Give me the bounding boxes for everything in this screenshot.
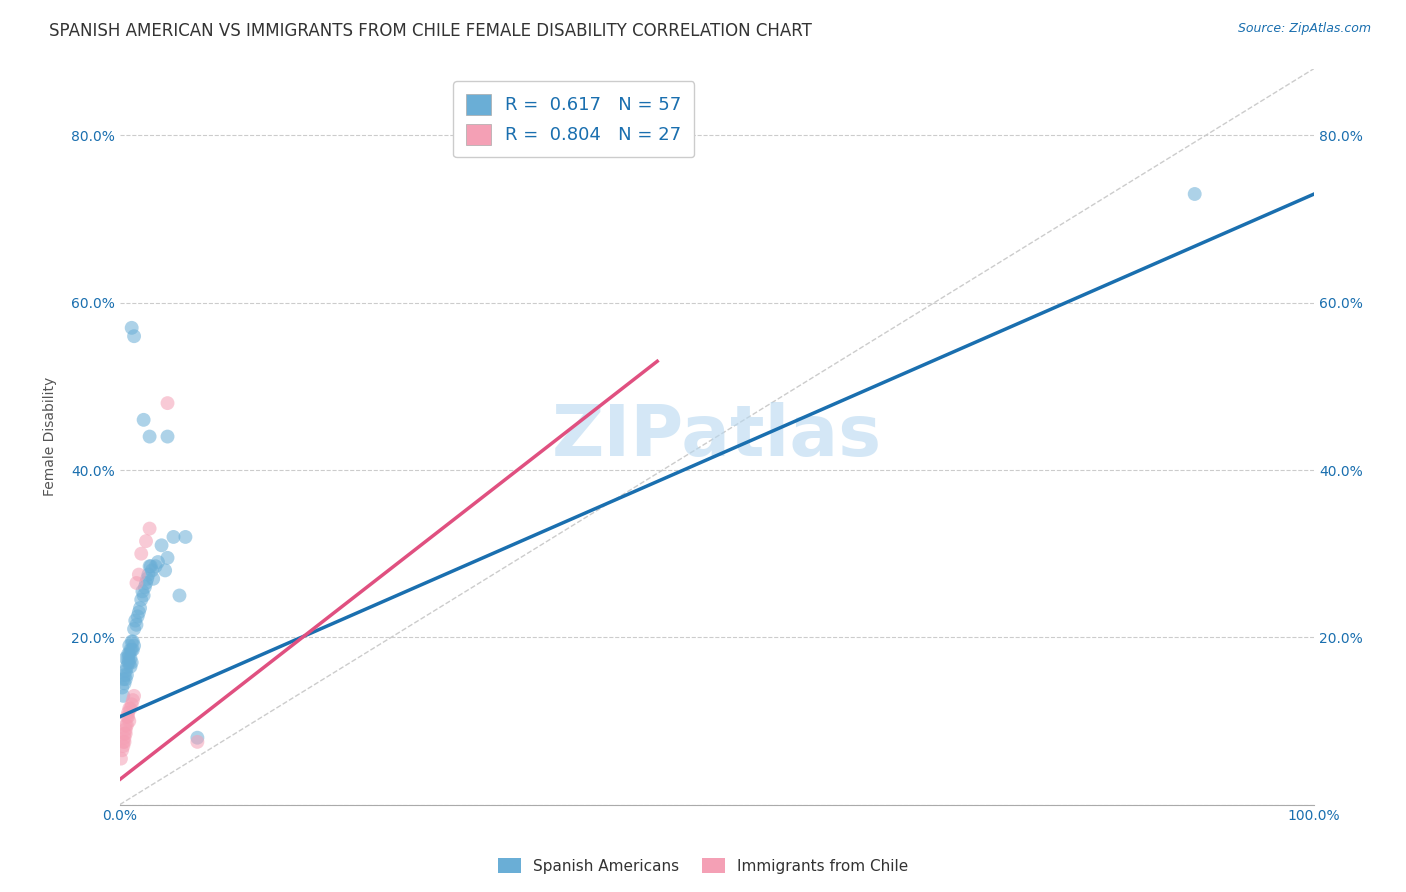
Point (114, 676, 136, 690)
Point (115, 659, 138, 673)
Point (117, 651, 139, 665)
Point (122, 643, 145, 657)
Point (111, 743, 134, 757)
Point (186, 731, 208, 745)
Point (111, 681, 134, 695)
Point (114, 718, 136, 732)
Point (156, 396, 179, 410)
Point (122, 622, 145, 636)
Text: SPANISH AMERICAN VS IMMIGRANTS FROM CHILE FEMALE DISABILITY CORRELATION CHART: SPANISH AMERICAN VS IMMIGRANTS FROM CHIL… (49, 22, 813, 40)
Point (110, 751, 132, 765)
Point (129, 592, 152, 607)
Legend: Spanish Americans, Immigrants from Chile: Spanish Americans, Immigrants from Chile (492, 852, 914, 880)
Point (118, 639, 141, 653)
Point (122, 689, 145, 703)
Point (131, 584, 153, 599)
Point (186, 735, 208, 749)
Point (121, 656, 143, 670)
Point (114, 731, 136, 745)
Point (1184, 186, 1206, 201)
Point (117, 647, 139, 661)
Point (121, 634, 143, 648)
Point (122, 693, 145, 707)
Point (128, 567, 150, 582)
Point (121, 321, 143, 335)
Point (115, 718, 138, 732)
Point (127, 609, 149, 624)
Point (118, 656, 141, 670)
Text: ZIPatlas: ZIPatlas (553, 402, 882, 471)
Point (141, 563, 163, 577)
Point (125, 576, 148, 591)
Point (112, 689, 135, 703)
Point (120, 659, 142, 673)
Point (122, 329, 145, 343)
Point (114, 723, 136, 737)
Point (112, 739, 135, 753)
Point (128, 605, 150, 619)
Point (112, 672, 135, 686)
Point (118, 701, 141, 715)
Point (153, 563, 176, 577)
Point (121, 643, 143, 657)
Point (135, 576, 157, 591)
Point (117, 710, 139, 724)
Point (114, 672, 136, 686)
Legend: R =  0.617   N = 57, R =  0.804   N = 27: R = 0.617 N = 57, R = 0.804 N = 27 (453, 81, 695, 157)
Point (162, 530, 184, 544)
Point (118, 714, 141, 728)
Point (115, 710, 138, 724)
Point (169, 589, 191, 603)
Point (122, 639, 145, 653)
Point (145, 559, 167, 574)
Point (136, 572, 159, 586)
Point (114, 651, 136, 665)
Point (115, 668, 138, 682)
Point (114, 726, 136, 740)
Point (142, 572, 165, 586)
Point (138, 559, 160, 574)
Point (125, 617, 148, 632)
Point (150, 538, 173, 552)
Point (120, 701, 142, 715)
Point (121, 698, 143, 712)
Point (138, 522, 160, 536)
Text: Source: ZipAtlas.com: Source: ZipAtlas.com (1237, 22, 1371, 36)
Point (156, 429, 179, 443)
Point (139, 559, 162, 574)
Point (138, 429, 160, 443)
Point (146, 555, 169, 569)
Point (156, 550, 179, 565)
Y-axis label: Female Disability: Female Disability (44, 377, 58, 496)
Point (114, 726, 136, 740)
Point (114, 668, 136, 682)
Point (134, 580, 156, 594)
Point (120, 643, 142, 657)
Point (132, 413, 155, 427)
Point (112, 735, 135, 749)
Point (117, 656, 139, 670)
Point (132, 589, 155, 603)
Point (138, 567, 160, 582)
Point (129, 547, 152, 561)
Point (129, 601, 152, 615)
Point (135, 534, 157, 549)
Point (117, 706, 139, 720)
Point (120, 651, 142, 665)
Point (118, 647, 141, 661)
Point (124, 614, 146, 628)
Point (174, 530, 197, 544)
Point (114, 735, 136, 749)
Point (114, 664, 136, 678)
Point (122, 634, 145, 648)
